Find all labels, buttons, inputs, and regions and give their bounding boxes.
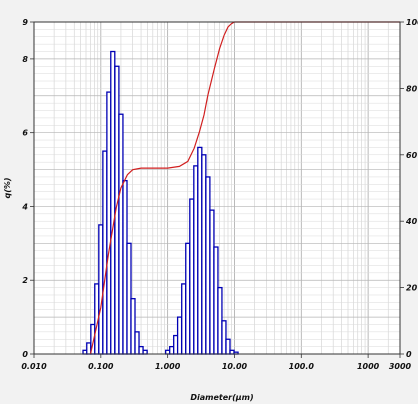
histogram-bar [185,242,191,355]
y2-tick-label: 80 [406,84,418,93]
x-tick-label: 1.000 [155,362,181,371]
histogram-bar [110,50,116,355]
y2-tick-label: 100 [406,18,418,27]
histogram-bar [176,316,183,355]
histogram-bar [118,113,124,355]
histogram-bar [138,345,144,355]
histogram-bar [142,349,148,355]
histogram-bar [86,342,92,355]
x-tick-label: 3000 [389,362,412,371]
x-tick-label: 10.00 [222,362,248,371]
cumulative-line [89,21,400,355]
y2-tick-label: 0 [406,350,412,359]
x-axis-title: Diameter(μm) [190,393,253,402]
y2-tick-label: 40 [405,217,418,226]
plot-frame [33,21,401,355]
y-tick-label: 2 [22,276,28,285]
y-tick-label: 8 [22,55,28,64]
histogram-bar [98,224,104,355]
x-tick-label: 100.0 [289,362,315,371]
x-tick-label: 0.010 [21,362,47,371]
y-tick-label: 9 [22,18,28,27]
histogram-bar [205,176,211,355]
y2-tick-label: 20 [406,284,418,293]
y-tick-label: 4 [21,202,28,211]
x-tick-label: 1000 [357,362,380,371]
x-tick-label: 0.100 [88,362,114,371]
y-tick-label: 0 [22,350,28,359]
y-tick-label: 6 [22,129,28,138]
y2-tick-label: 60 [406,151,418,160]
histogram-bars [82,50,239,355]
axis-ticks: 0.010 0.100 1.000 10.00 100.0 1000 3000 0 2 4 6 8 9 0… [21,18,418,371]
y-axis-title: q(%) [3,177,12,198]
histogram-bar [164,349,171,355]
